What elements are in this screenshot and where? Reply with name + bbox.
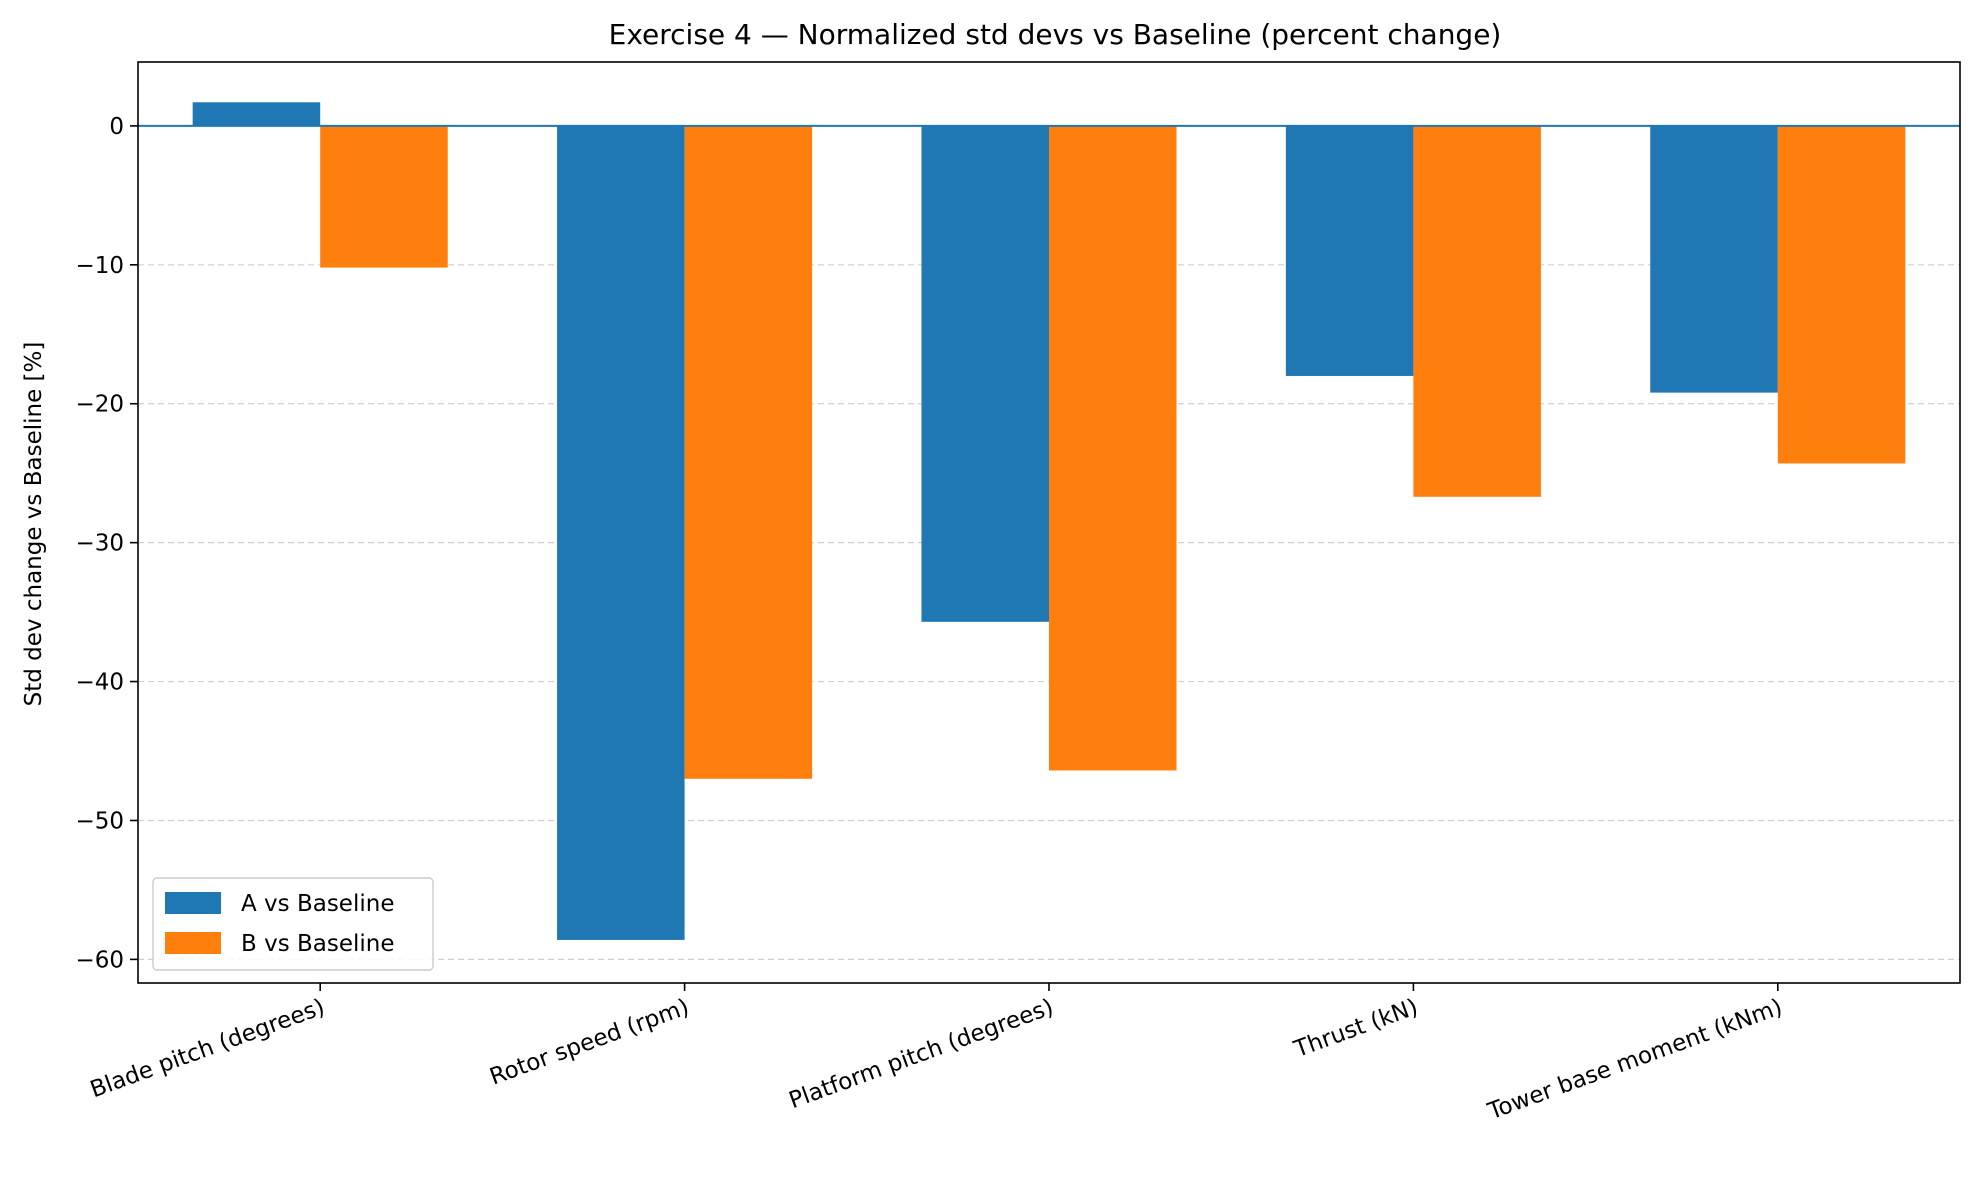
y-tick-label: 0 (109, 114, 124, 140)
bars (192, 102, 1906, 940)
legend-box (152, 877, 434, 971)
bar (1413, 125, 1541, 497)
bar (1777, 125, 1906, 464)
y-tick-label: −60 (75, 947, 124, 973)
bar (1650, 125, 1778, 393)
bar (684, 125, 813, 779)
y-tick-label: −40 (75, 670, 124, 696)
bar (320, 125, 448, 268)
legend-label: A vs Baseline (241, 891, 394, 917)
y-tick-label: −20 (75, 392, 124, 418)
bar (1285, 125, 1414, 376)
y-tick-label: −10 (75, 253, 124, 279)
y-tick-label: −30 (75, 531, 124, 557)
y-axis-label: Std dev change vs Baseline [%] (21, 342, 47, 707)
y-axis-ticks: 0 −10 −20 −30 −40 −50 −60 (75, 114, 138, 973)
bar (192, 102, 321, 126)
bar (921, 125, 1049, 622)
y-tick-label: −50 (75, 808, 124, 834)
legend: A vs Baseline B vs Baseline (152, 877, 434, 971)
legend-swatch (165, 892, 221, 914)
chart-title: Exercise 4 — Normalized std devs vs Base… (609, 18, 1502, 51)
bar (1049, 125, 1177, 771)
legend-swatch (165, 932, 221, 954)
bar (557, 125, 685, 940)
legend-label: B vs Baseline (241, 931, 395, 957)
